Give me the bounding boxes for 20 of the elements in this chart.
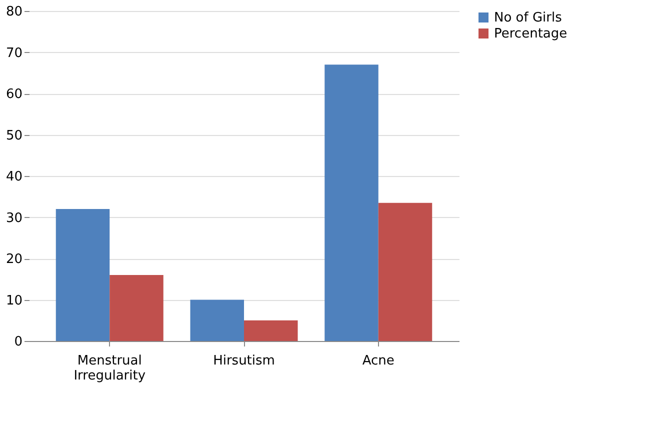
y-tick-label: 60 [6, 87, 22, 102]
y-tick-label: 0 [14, 334, 22, 350]
y-tick-label: 10 [6, 293, 22, 308]
bar [110, 275, 164, 341]
x-tick-label: Menstrual Irregularity [74, 354, 146, 384]
legend-label: No of Girls [494, 10, 562, 26]
y-tick-label: 30 [6, 210, 22, 226]
legend-label: Percentage [494, 26, 568, 42]
bar [190, 300, 244, 341]
bar [56, 209, 110, 341]
x-tick-label: Acne [362, 354, 394, 368]
y-tick-label: 80 [6, 4, 22, 20]
bar [324, 64, 378, 341]
bar [244, 320, 298, 341]
y-tick-label: 70 [6, 46, 22, 61]
x-tick-label: Hirsutism [213, 354, 275, 368]
y-tick-label: 40 [6, 170, 22, 184]
y-tick-label: 50 [6, 128, 22, 144]
bar [378, 202, 432, 341]
y-tick-label: 20 [6, 252, 22, 267]
